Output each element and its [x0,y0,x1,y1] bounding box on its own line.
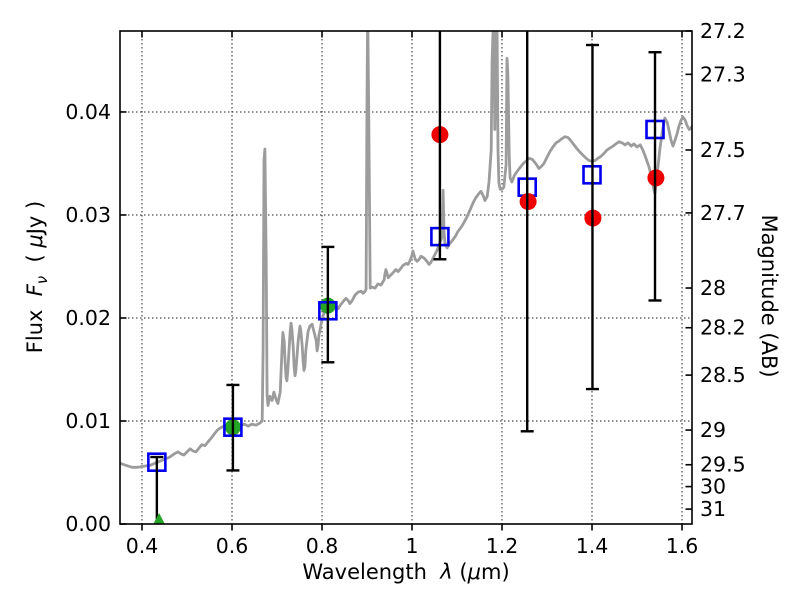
upper-limit-triangle [153,513,165,524]
mag-tick-label: 27.5 [700,138,746,162]
mu-symbol: μ [23,234,47,248]
right-axis-label-text: Magnitude (AB) [757,214,781,378]
mag-tick-label: 29.5 [700,453,746,477]
red-circle-photometry [431,126,665,227]
flux-tick-label: 0.01 [65,409,111,433]
flux-tick-label: 0.00 [65,512,111,536]
ylabel-paren: ( [23,247,47,276]
flux-tick-label: 0.03 [65,203,111,227]
xlabel-text: Wavelength [302,560,441,584]
flux-tick-label: 0.04 [65,100,111,124]
mag-tick-label: 30 [700,475,726,499]
mag-tick-label: 28.5 [700,363,746,387]
x-tick-label: 0.6 [216,534,249,558]
mag-tick-label: 27.2 [700,19,746,43]
lambda-symbol: λ [440,560,453,584]
spectrum-line [120,31,692,469]
plot-frame [119,30,693,525]
x-tick-label: 0.8 [306,534,339,558]
x-tick-label: 0.4 [126,534,159,558]
mu-symbol: μ [467,560,481,584]
mag-tick-label: 28 [700,276,726,300]
mag-tick-label: 31 [700,497,726,521]
x-tick-label: 1 [405,534,418,558]
ticks [120,30,692,531]
blue-square-photometry [147,119,665,472]
xlabel-paren: ( [452,560,468,584]
flux-tick-label: 0.02 [65,306,111,330]
x-tick-label: 1.6 [666,534,699,558]
right-axis-label: Magnitude (AB) [751,46,781,546]
x-tick-label: 1.4 [576,534,609,558]
x-axis-label: Wavelength λ (μm) [6,560,800,584]
flux-symbol: F [23,284,47,297]
grid [120,31,692,524]
model-spectrum [120,31,692,469]
ylabel-text: Flux [23,296,47,354]
ylabel-unit: Jy ) [23,200,47,235]
mag-tick-label: 29 [700,418,726,442]
mag-tick-label: 27.7 [700,201,746,225]
nu-subscript: ν [34,275,52,285]
mag-tick-label: 28.2 [700,316,746,340]
error-bars [150,31,662,524]
y-axis-label: Flux Fν ( μJy ) [23,27,53,527]
x-tick-label: 1.2 [486,534,519,558]
xlabel-unit: m) [480,560,510,584]
mag-tick-label: 27.3 [700,62,746,86]
